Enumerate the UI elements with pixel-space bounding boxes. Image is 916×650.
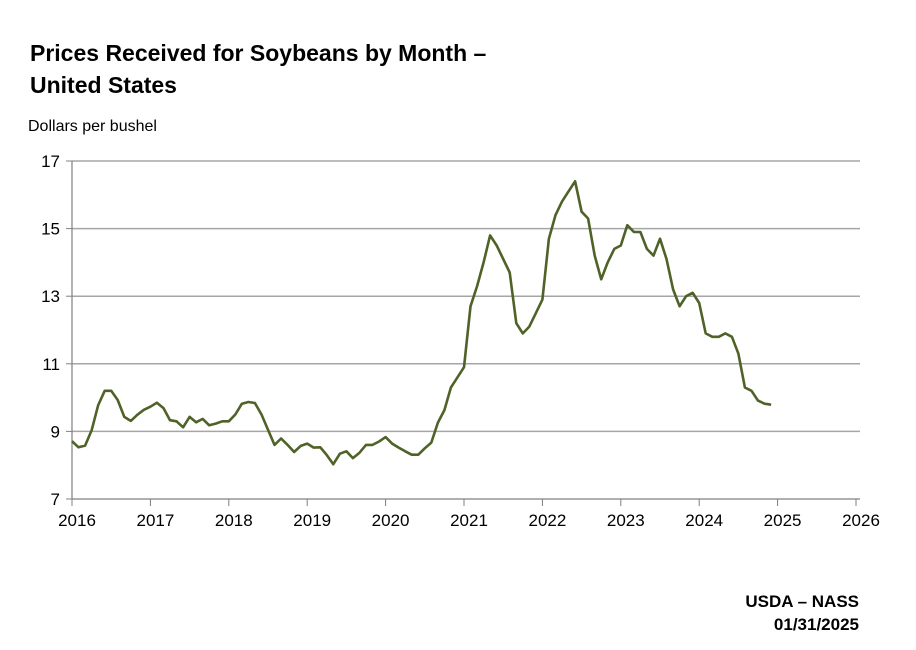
y-axis-label: Dollars per bushel bbox=[28, 118, 157, 135]
y-tick-label: 17 bbox=[41, 152, 60, 171]
y-tick-label: 9 bbox=[51, 422, 60, 441]
chart-title-line-2: United States bbox=[30, 72, 177, 98]
price-series-line bbox=[71, 180, 772, 466]
x-tick-label: 2025 bbox=[764, 511, 802, 530]
chart-title: Prices Received for Soybeans by Month – … bbox=[30, 37, 630, 101]
x-tick-label: 2019 bbox=[293, 511, 331, 530]
y-tick-label: 15 bbox=[41, 220, 60, 239]
x-tick-label: 2026 bbox=[842, 511, 880, 530]
chart-title-line-1: Prices Received for Soybeans by Month – bbox=[30, 40, 487, 66]
x-tick-label: 2024 bbox=[685, 511, 723, 530]
x-tick-label: 2022 bbox=[528, 511, 566, 530]
y-tick-label: 13 bbox=[41, 287, 60, 306]
y-tick-label: 7 bbox=[51, 490, 60, 509]
y-tick-label: 11 bbox=[42, 355, 60, 374]
x-tick-label: 2020 bbox=[372, 511, 410, 530]
source-date: 01/31/2025 bbox=[773, 615, 859, 634]
x-tick-label: 2023 bbox=[607, 511, 645, 530]
source-agency: USDA – NASS bbox=[745, 592, 859, 611]
x-tick-label: 2018 bbox=[215, 511, 253, 530]
source-note: USDA – NASS 01/31/2025 bbox=[745, 590, 859, 636]
x-tick-label: 2016 bbox=[58, 511, 96, 530]
x-tick-label: 2017 bbox=[136, 511, 174, 530]
x-tick-label: 2021 bbox=[450, 511, 488, 530]
